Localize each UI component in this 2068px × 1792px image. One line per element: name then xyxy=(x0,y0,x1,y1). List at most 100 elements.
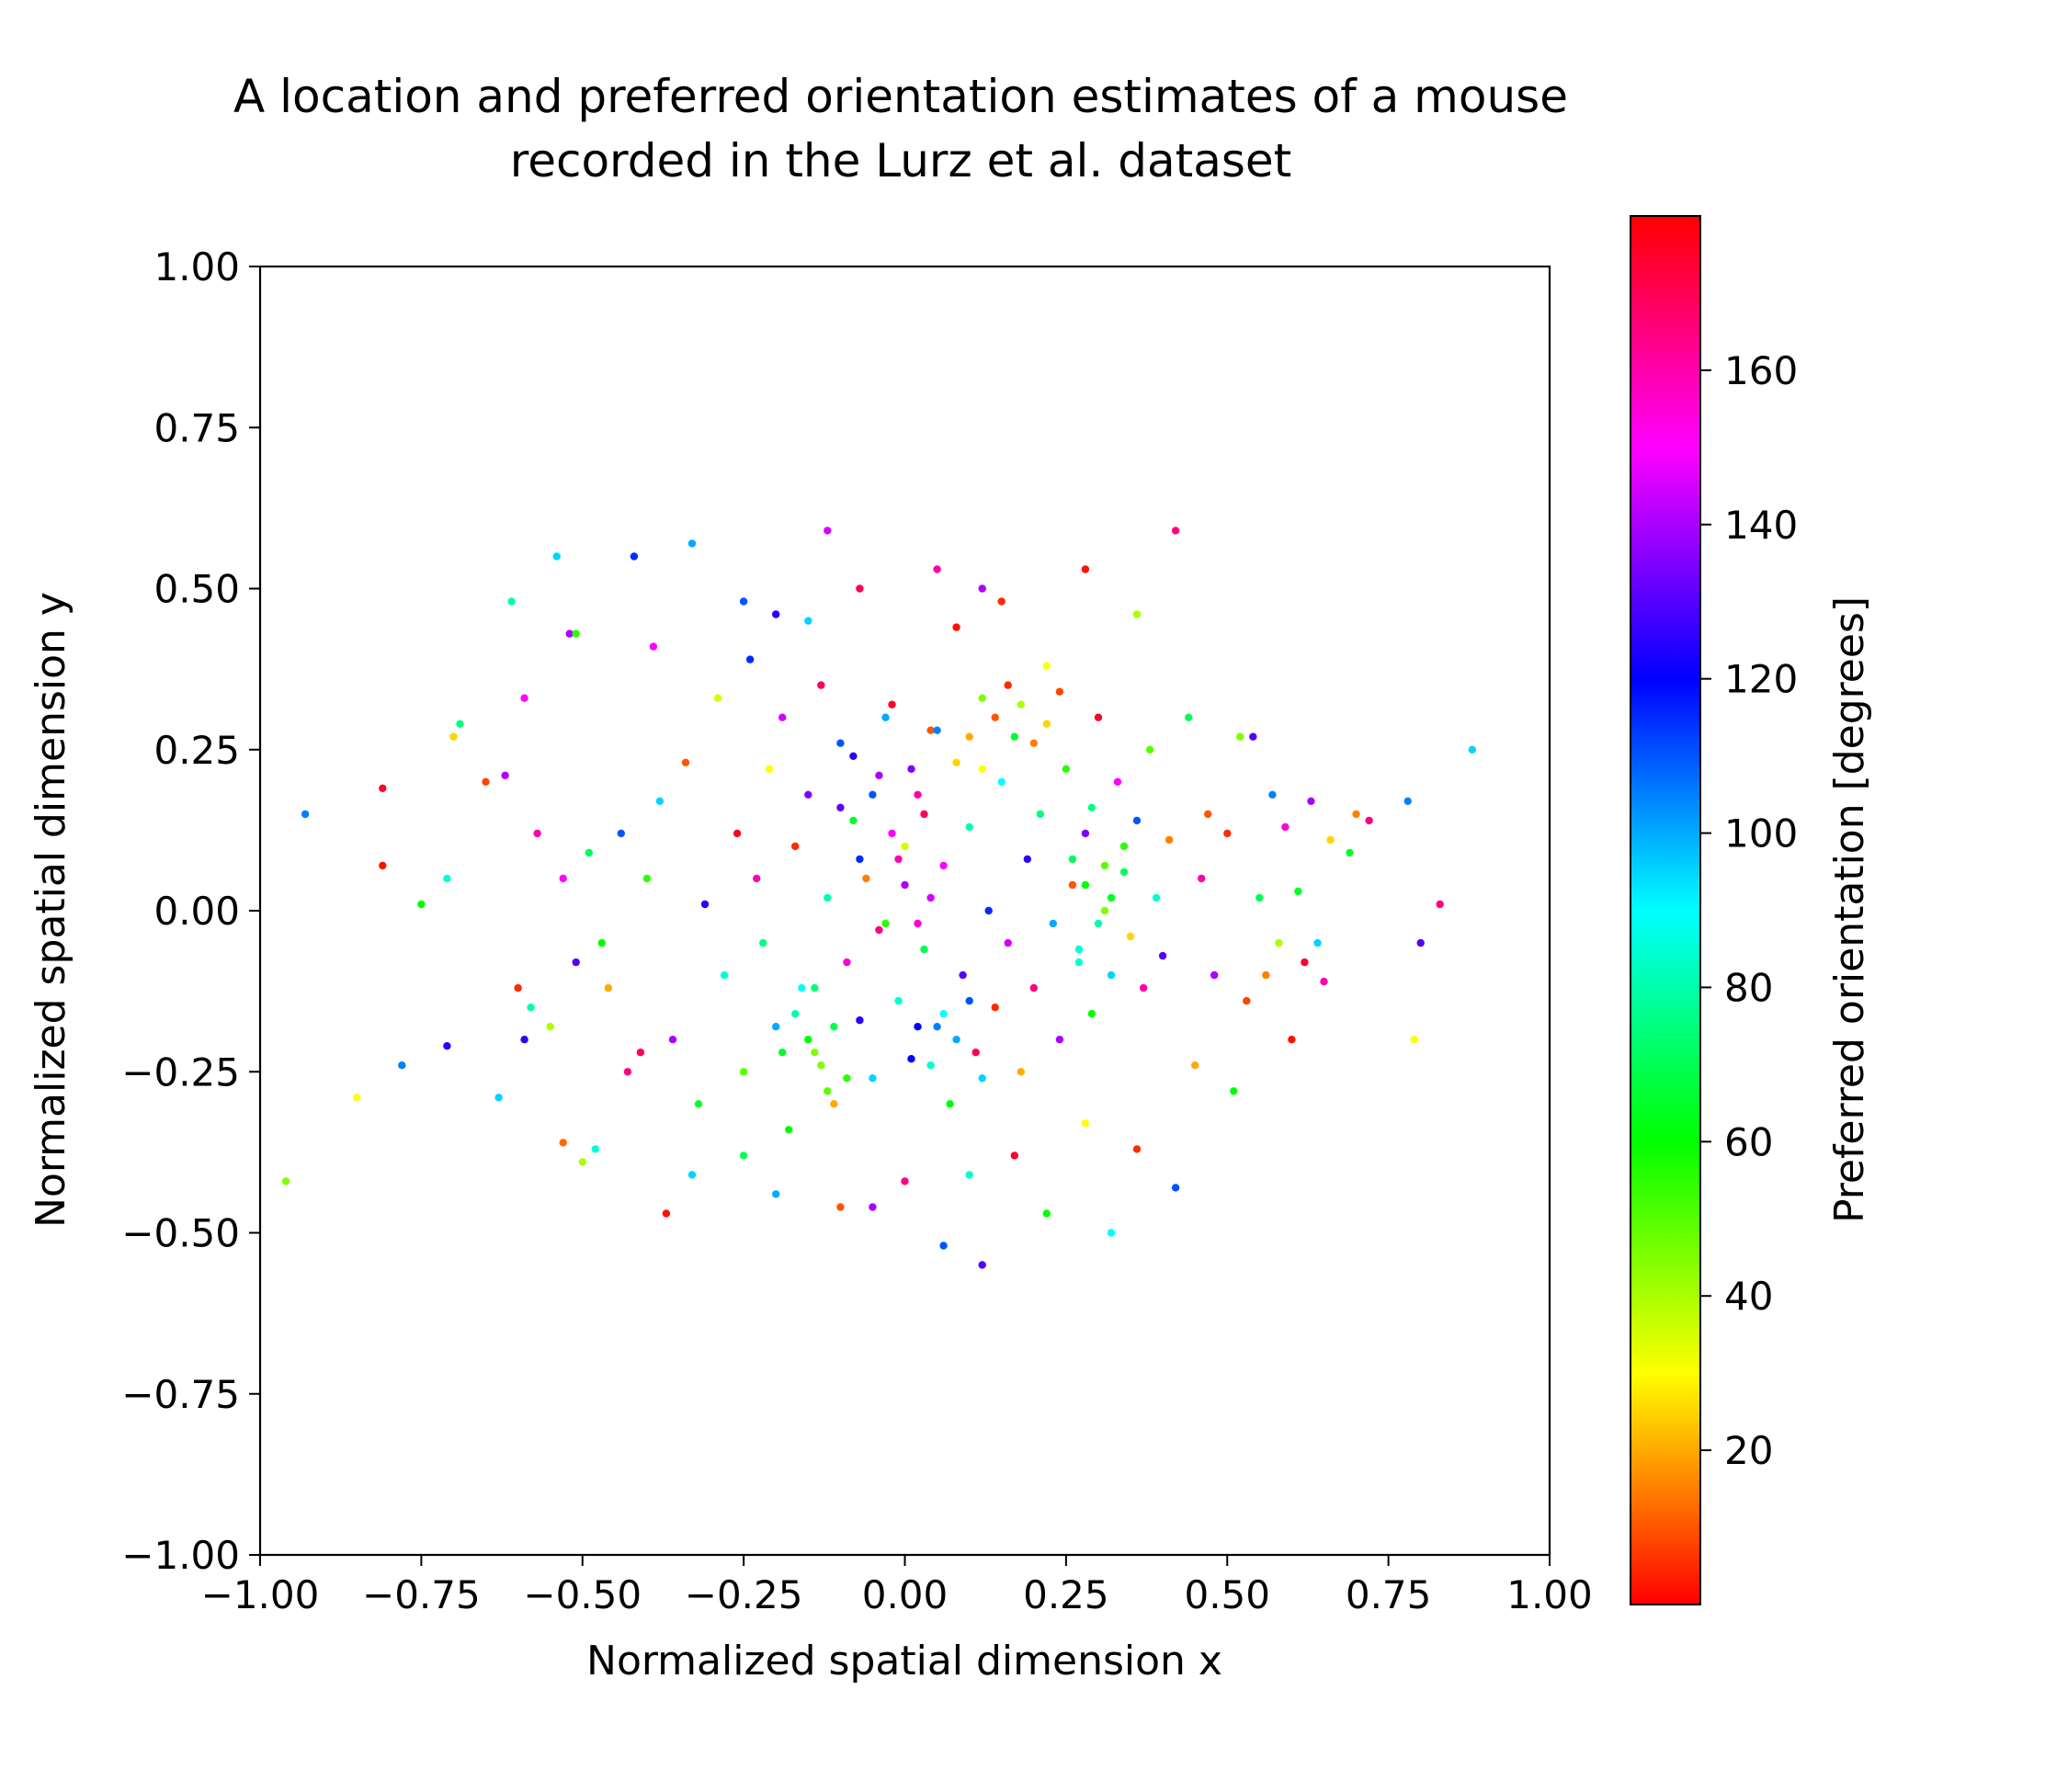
scatter-point-99 xyxy=(1062,765,1071,773)
scatter-point-197 xyxy=(817,1061,825,1070)
scatter-point-105 xyxy=(1100,906,1109,915)
scatter-point-171 xyxy=(1010,1151,1019,1160)
y-tick-label-2: −0.50 xyxy=(121,1211,240,1256)
scatter-point-72 xyxy=(888,700,896,709)
scatter-point-54 xyxy=(772,1023,780,1031)
scatter-point-0 xyxy=(281,1177,290,1185)
scatter-point-69 xyxy=(869,1074,877,1083)
scatter-point-14 xyxy=(507,597,516,606)
scatter-point-172 xyxy=(888,829,896,838)
scatter-point-135 xyxy=(1301,958,1309,967)
scatter-point-61 xyxy=(817,681,825,689)
scatter-point-148 xyxy=(824,527,832,535)
axes-frame xyxy=(258,265,1551,1557)
scatter-point-177 xyxy=(926,893,935,902)
scatter-point-28 xyxy=(662,1209,671,1218)
scatter-point-83 xyxy=(959,970,967,980)
scatter-point-143 xyxy=(1403,797,1412,805)
scatter-point-182 xyxy=(991,713,999,721)
scatter-point-203 xyxy=(811,983,819,992)
scatter-point-37 xyxy=(604,983,612,992)
scatter-point-41 xyxy=(655,797,665,805)
scatter-point-18 xyxy=(552,552,561,561)
scatter-point-92 xyxy=(1017,1068,1026,1076)
scatter-point-26 xyxy=(636,1049,645,1057)
scatter-point-52 xyxy=(759,938,767,947)
scatter-point-1 xyxy=(301,810,310,819)
x-tick-label-2: −0.50 xyxy=(523,1572,642,1617)
scatter-point-98 xyxy=(1055,1036,1064,1044)
scatter-point-23 xyxy=(591,1145,599,1153)
scatter-point-107 xyxy=(1113,777,1122,786)
chart-title-line-2: recorded in the Lurz et al. dataset xyxy=(510,134,1292,187)
y-tick-label-3: −0.25 xyxy=(121,1049,240,1094)
scatter-point-19 xyxy=(559,1139,567,1147)
scatter-point-160 xyxy=(939,1242,948,1250)
scatter-point-65 xyxy=(843,958,851,967)
scatter-point-31 xyxy=(514,983,522,992)
colorbar-tick-label-6: 140 xyxy=(1724,503,1798,548)
scatter-point-158 xyxy=(1132,610,1142,618)
scatter-point-175 xyxy=(914,919,922,928)
scatter-point-21 xyxy=(572,629,580,638)
x-tick-label-3: −0.25 xyxy=(685,1572,803,1617)
scatter-point-47 xyxy=(720,970,729,980)
scatter-point-73 xyxy=(894,996,903,1005)
scatter-point-96 xyxy=(1042,662,1051,670)
scatter-point-146 xyxy=(1436,900,1444,909)
scatter-point-39 xyxy=(623,1068,632,1076)
scatter-point-43 xyxy=(681,758,690,766)
scatter-point-9 xyxy=(449,732,458,741)
scatter-point-167 xyxy=(1132,1145,1142,1153)
scatter-point-84 xyxy=(965,822,973,832)
scatter-point-102 xyxy=(1081,829,1090,838)
scatter-point-104 xyxy=(1094,713,1103,721)
scatter-point-174 xyxy=(901,880,909,890)
scatter-point-128 xyxy=(1256,893,1264,902)
scatter-point-132 xyxy=(1281,822,1290,832)
scatter-point-176 xyxy=(920,810,928,819)
scatter-point-200 xyxy=(791,1010,800,1018)
scatter-point-165 xyxy=(901,1177,909,1185)
colorbar-tick-label-4: 100 xyxy=(1724,811,1798,856)
scatter-point-195 xyxy=(1074,945,1084,954)
scatter-point-58 xyxy=(798,983,806,992)
scatter-point-76 xyxy=(914,790,922,799)
scatter-point-50 xyxy=(745,655,755,663)
scatter-point-164 xyxy=(836,1203,845,1211)
colorbar-ticks: 20 40 60 80 100 120 140 160 xyxy=(1700,348,1798,1473)
scatter-point-60 xyxy=(811,1049,819,1057)
scatter-point-17 xyxy=(533,829,541,838)
scatter-point-75 xyxy=(907,1055,915,1063)
scatter-point-93 xyxy=(1023,855,1032,864)
scatter-point-106 xyxy=(1107,970,1116,980)
scatter-point-212 xyxy=(881,713,890,721)
scatter-point-11 xyxy=(482,777,490,786)
scatter-point-183 xyxy=(1004,681,1012,689)
scatter-point-207 xyxy=(965,996,973,1005)
scatter-point-111 xyxy=(1139,983,1148,992)
scatter-point-211 xyxy=(849,752,858,760)
scatter-point-139 xyxy=(1326,835,1335,845)
scatter-point-95 xyxy=(1036,810,1045,819)
scatter-point-141 xyxy=(1352,810,1360,819)
scatter-point-190 xyxy=(1094,919,1103,928)
scatter-point-133 xyxy=(1288,1036,1296,1044)
scatter-point-163 xyxy=(1107,1229,1116,1237)
scatter-point-80 xyxy=(939,861,948,870)
scatter-point-179 xyxy=(907,765,915,773)
scatter-point-78 xyxy=(926,726,935,734)
y-tick-label-5: 0.25 xyxy=(153,728,240,773)
scatter-point-162 xyxy=(1042,1209,1051,1218)
scatter-point-15 xyxy=(520,1036,528,1044)
scatter-point-33 xyxy=(546,1023,554,1031)
scatter-point-27 xyxy=(649,642,658,651)
data-points xyxy=(281,527,1477,1269)
scatter-point-140 xyxy=(1346,848,1354,857)
scatter-point-188 xyxy=(1068,855,1077,864)
scatter-point-77 xyxy=(920,945,928,954)
scatter-point-126 xyxy=(1243,996,1251,1005)
scatter-point-161 xyxy=(978,1261,986,1269)
scatter-point-154 xyxy=(804,617,812,625)
scatter-point-91 xyxy=(1010,732,1019,741)
